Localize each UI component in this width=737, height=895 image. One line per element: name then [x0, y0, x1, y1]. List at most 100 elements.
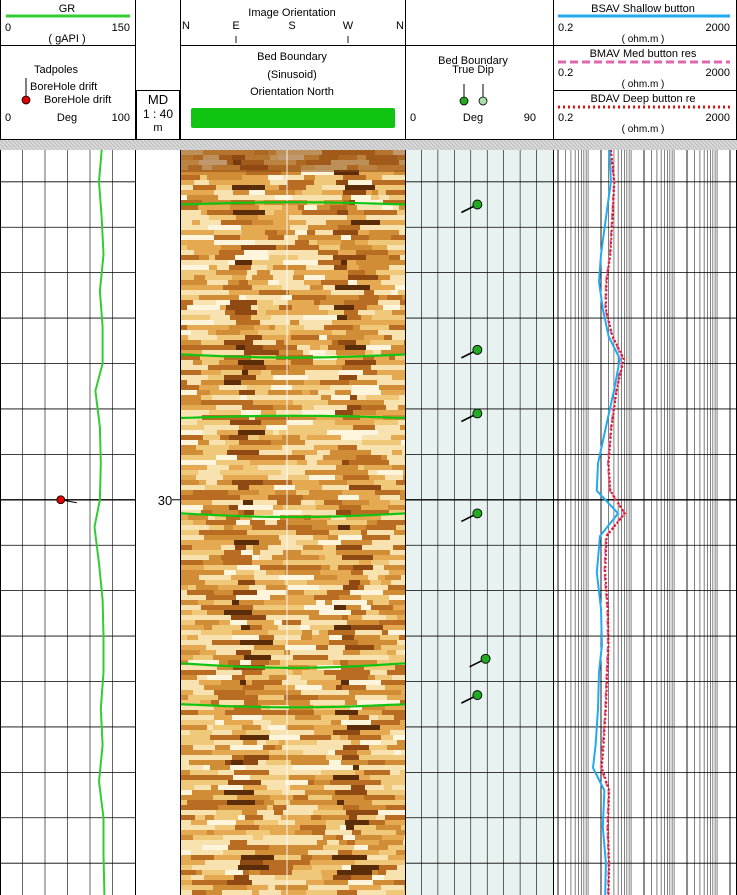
image-pixel-block [181, 700, 200, 705]
image-pixel-block [354, 655, 389, 660]
image-pixel-block [379, 865, 397, 870]
image-pixel-block [221, 220, 252, 225]
image-pixel-block [376, 360, 396, 365]
image-pixel-block [351, 625, 383, 630]
image-pixel-block [249, 875, 275, 880]
image-pixel-block [374, 290, 391, 295]
image-pixel-block [341, 540, 372, 545]
image-pixel-block [317, 740, 330, 745]
image-pixel-block [337, 315, 347, 320]
image-pixel-block [181, 410, 209, 415]
image-pixel-block [349, 485, 381, 490]
image-pixel-block [181, 825, 215, 830]
image-pixel-block [253, 340, 276, 345]
image-pixel-block [342, 460, 349, 465]
image-pixel-block [284, 340, 300, 345]
image-pixel-block [383, 765, 405, 770]
image-pixel-block [198, 710, 225, 715]
image-pixel-block [378, 300, 394, 305]
image-pixel-block [181, 625, 204, 630]
image-pixel-block [181, 765, 203, 770]
image-pixel-block [359, 495, 380, 500]
image-pixel-block [378, 810, 405, 815]
dip-tadpole [472, 344, 483, 355]
image-pixel-block [211, 785, 218, 790]
image-pixel-block [199, 295, 223, 300]
image-pixel-block [396, 850, 405, 855]
image-pixel-block [390, 500, 405, 505]
image-pixel-block [181, 640, 212, 645]
image-pixel-block [201, 510, 212, 515]
image-pixel-block [289, 365, 312, 370]
image-pixel-block [266, 585, 288, 590]
tadpoles-unit: Deg [57, 112, 77, 124]
image-pixel-block [198, 550, 224, 555]
image-pixel-block [228, 660, 240, 665]
image-pixel-block [253, 550, 260, 555]
image-pixel-block [263, 845, 269, 850]
image-pixel-block [181, 650, 200, 655]
image-pixel-block [259, 290, 283, 295]
image-pixel-block [268, 545, 303, 550]
image-pixel-block [343, 835, 355, 840]
image-pixel-block [259, 435, 282, 440]
image-pixel-block [382, 445, 402, 450]
image-pixel-block [349, 815, 357, 820]
image-pixel-block [285, 595, 314, 600]
image-pixel-block [208, 805, 218, 810]
image-pixel-block [269, 735, 300, 740]
true-dip-track [405, 150, 553, 895]
image-pixel-block [193, 520, 206, 525]
image-pixel-block [294, 565, 314, 570]
image-pixel-block [214, 240, 248, 245]
image-pixel-block [369, 230, 399, 235]
image-pixel-block [181, 495, 212, 500]
image-pixel-block [259, 490, 275, 495]
image-pixel-block [190, 595, 206, 600]
image-pixel-block [181, 510, 191, 515]
image-pixel-block [321, 770, 355, 775]
image-pixel-block [305, 370, 311, 375]
image-pixel-block [321, 395, 331, 400]
image-pixel-block [254, 325, 269, 330]
image-pixel-block [262, 335, 291, 340]
image-pixel-block [376, 270, 394, 275]
image-pixel-block [365, 780, 381, 785]
image-pixel-block [370, 285, 395, 290]
image-pixel-block [255, 390, 268, 395]
image-pixel-block [240, 660, 251, 665]
image-pixel-block [191, 875, 204, 880]
image-pixel-block [275, 195, 292, 200]
image-pixel-block [347, 840, 355, 845]
image-pixel-block [219, 250, 244, 255]
image-pixel-block [348, 660, 377, 665]
image-pixel-block [211, 435, 220, 440]
image-pixel-block [328, 655, 354, 660]
image-pixel-block [249, 585, 266, 590]
true-dip-header: Bed Boundary True Dip 0 Deg 90 [405, 45, 553, 124]
image-pixel-block [291, 395, 321, 400]
image-pixel-block [201, 665, 217, 670]
image-pixel-block [285, 645, 316, 650]
dip-unit: Deg [463, 112, 483, 124]
image-pixel-block [390, 240, 405, 245]
image-pixel-block [181, 755, 214, 760]
image-pixel-block [181, 250, 194, 255]
image-pixel-block [394, 530, 405, 535]
image-pixel-block [400, 720, 405, 725]
image-pixel-block [304, 555, 319, 560]
image-pixel-block [218, 770, 234, 775]
image-pixel-block [400, 425, 405, 430]
image-pixel-block [193, 655, 213, 660]
image-pixel-block [397, 775, 405, 780]
image-pixel-block [232, 185, 265, 190]
image-pixel-block [181, 635, 187, 640]
image-pixel-block [198, 440, 209, 445]
image-pixel-block [181, 885, 213, 890]
image-pixel-block [338, 525, 350, 530]
image-pixel-block [292, 765, 327, 770]
image-pixel-block [325, 830, 352, 835]
image-pixel-block [235, 255, 269, 260]
image-pixel-block [203, 430, 217, 435]
image-pixel-block [350, 445, 357, 450]
